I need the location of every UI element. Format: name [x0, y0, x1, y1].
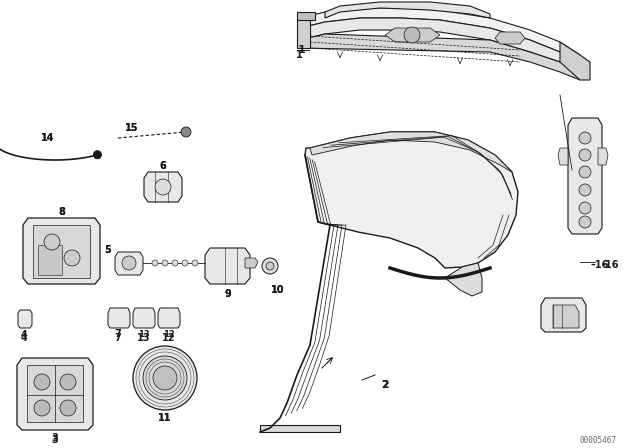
Polygon shape	[115, 252, 143, 275]
Text: 1: 1	[298, 45, 306, 55]
Circle shape	[153, 366, 177, 390]
Circle shape	[579, 202, 591, 214]
Text: 5: 5	[104, 245, 111, 255]
Circle shape	[579, 184, 591, 196]
Circle shape	[152, 260, 158, 266]
Text: 11: 11	[158, 413, 172, 423]
Text: 7: 7	[115, 333, 122, 343]
Text: 2: 2	[381, 380, 388, 390]
Text: 4: 4	[20, 333, 28, 343]
Text: 14: 14	[41, 133, 55, 143]
Polygon shape	[23, 218, 100, 284]
Circle shape	[266, 262, 274, 270]
Text: 6: 6	[159, 161, 166, 171]
Text: 13: 13	[137, 333, 151, 343]
Circle shape	[60, 400, 76, 416]
Polygon shape	[560, 42, 590, 80]
Text: 8: 8	[59, 207, 65, 217]
Polygon shape	[33, 225, 90, 278]
Text: 14: 14	[41, 133, 55, 143]
Polygon shape	[300, 18, 580, 72]
Polygon shape	[325, 2, 490, 18]
Text: 15: 15	[125, 123, 139, 133]
Text: 00005467: 00005467	[579, 435, 616, 444]
Circle shape	[162, 260, 168, 266]
Circle shape	[172, 260, 178, 266]
Polygon shape	[245, 258, 258, 268]
Text: 7: 7	[115, 329, 122, 339]
Polygon shape	[598, 148, 608, 165]
Polygon shape	[310, 132, 512, 172]
Circle shape	[64, 250, 80, 266]
Polygon shape	[260, 425, 340, 432]
Polygon shape	[568, 118, 602, 234]
Text: 13: 13	[138, 329, 150, 339]
Circle shape	[579, 166, 591, 178]
Text: 9: 9	[225, 289, 232, 299]
Polygon shape	[17, 358, 93, 430]
Circle shape	[155, 179, 171, 195]
Polygon shape	[495, 32, 525, 44]
Polygon shape	[305, 132, 518, 268]
Text: –16: –16	[591, 260, 609, 270]
Polygon shape	[38, 245, 62, 275]
Text: 3: 3	[52, 433, 58, 443]
Polygon shape	[385, 28, 440, 42]
Polygon shape	[297, 12, 315, 20]
Text: 15: 15	[125, 123, 139, 133]
Text: 2: 2	[381, 380, 389, 390]
Circle shape	[93, 151, 101, 159]
Text: 1: 1	[296, 50, 302, 60]
Polygon shape	[205, 248, 250, 284]
Text: 11: 11	[158, 413, 172, 423]
Text: 12: 12	[163, 329, 175, 339]
Polygon shape	[158, 308, 180, 328]
Polygon shape	[133, 308, 155, 328]
Polygon shape	[18, 310, 32, 328]
Polygon shape	[558, 148, 568, 165]
Circle shape	[404, 27, 420, 43]
Circle shape	[34, 400, 50, 416]
Text: 4: 4	[20, 330, 28, 340]
Text: -16: -16	[601, 260, 619, 270]
Circle shape	[143, 356, 187, 400]
Circle shape	[192, 260, 198, 266]
Text: 3: 3	[52, 435, 58, 445]
Circle shape	[262, 258, 278, 274]
Polygon shape	[445, 263, 482, 296]
Polygon shape	[553, 305, 579, 328]
Text: 6: 6	[159, 161, 166, 171]
Polygon shape	[300, 34, 580, 80]
Text: 8: 8	[59, 207, 65, 217]
Text: 5: 5	[104, 245, 111, 255]
Text: 10: 10	[271, 285, 285, 295]
Circle shape	[182, 260, 188, 266]
Polygon shape	[27, 365, 83, 422]
Circle shape	[579, 149, 591, 161]
Polygon shape	[144, 172, 182, 202]
Circle shape	[579, 132, 591, 144]
Circle shape	[181, 127, 191, 137]
Polygon shape	[541, 298, 586, 332]
Circle shape	[579, 216, 591, 228]
Circle shape	[34, 374, 50, 390]
Text: 12: 12	[163, 333, 176, 343]
Circle shape	[133, 346, 197, 410]
Polygon shape	[108, 308, 130, 328]
Text: 10: 10	[271, 285, 285, 295]
Circle shape	[122, 256, 136, 270]
Polygon shape	[297, 18, 310, 48]
Text: 9: 9	[225, 289, 232, 299]
Polygon shape	[300, 8, 580, 62]
Circle shape	[44, 234, 60, 250]
Circle shape	[60, 374, 76, 390]
